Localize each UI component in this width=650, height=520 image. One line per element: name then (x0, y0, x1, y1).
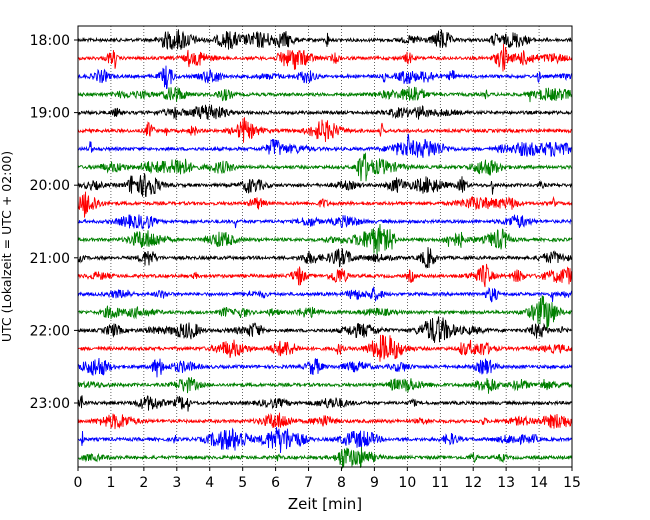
trace-12 (77, 247, 573, 269)
trace-9 (77, 191, 573, 218)
trace-6 (77, 133, 573, 158)
x-tick-label-14: 14 (530, 475, 548, 491)
seismogram-traces (77, 29, 573, 469)
trace-13 (77, 263, 573, 288)
x-tick-label-6: 6 (271, 475, 280, 491)
trace-16 (77, 316, 573, 343)
trace-3 (77, 86, 573, 103)
y-tick-label-20:00: 20:00 (30, 178, 70, 194)
trace-5 (77, 117, 573, 143)
x-tick-label-4: 4 (205, 475, 214, 491)
y-tick-label-19:00: 19:00 (30, 106, 70, 122)
x-tick-label-5: 5 (238, 475, 247, 491)
x-tick-label-7: 7 (304, 475, 313, 491)
x-tick-label-9: 9 (370, 475, 379, 491)
trace-10 (77, 214, 573, 230)
trace-20 (77, 395, 573, 412)
x-tick-label-3: 3 (172, 475, 181, 491)
x-tick-label-10: 10 (398, 475, 416, 491)
trace-23 (77, 446, 573, 469)
x-tick-label-8: 8 (337, 475, 346, 491)
trace-2 (77, 65, 573, 90)
trace-4 (77, 104, 573, 121)
trace-14 (77, 286, 573, 303)
trace-7 (77, 152, 573, 182)
trace-15 (77, 295, 573, 330)
y-tick-label-18:00: 18:00 (30, 33, 70, 49)
trace-1 (77, 43, 573, 72)
trace-21 (77, 412, 573, 430)
x-tick-label-2: 2 (139, 475, 148, 491)
trace-17 (77, 334, 573, 362)
x-axis-ticks: 0 1 2 3 4 5 6 7 8 9 10 11 12 13 14 15 (74, 467, 581, 491)
trace-19 (77, 377, 573, 394)
plot-frame (77, 25, 573, 468)
trace-18 (77, 357, 573, 378)
y-tick-label-21:00: 21:00 (30, 251, 70, 267)
x-tick-label-13: 13 (497, 475, 515, 491)
y-tick-label-22:00: 22:00 (30, 323, 70, 339)
x-tick-label-0: 0 (74, 475, 83, 491)
x-axis-label: Zeit [min] (288, 495, 362, 513)
y-tick-label-23:00: 23:00 (30, 396, 70, 412)
trace-8 (77, 173, 573, 197)
x-tick-label-1: 1 (106, 475, 115, 491)
y-axis-ticks: 18:00 19:00 20:00 21:00 22:00 23:00 (30, 33, 78, 412)
x-tick-label-12: 12 (464, 475, 482, 491)
x-tick-label-11: 11 (431, 475, 449, 491)
y-axis-label: UTC (Lokalzeit = UTC + 02:00) (0, 151, 14, 342)
trace-11 (77, 224, 573, 255)
trace-22 (77, 427, 573, 453)
trace-0 (77, 29, 573, 51)
x-tick-label-15: 15 (563, 475, 581, 491)
